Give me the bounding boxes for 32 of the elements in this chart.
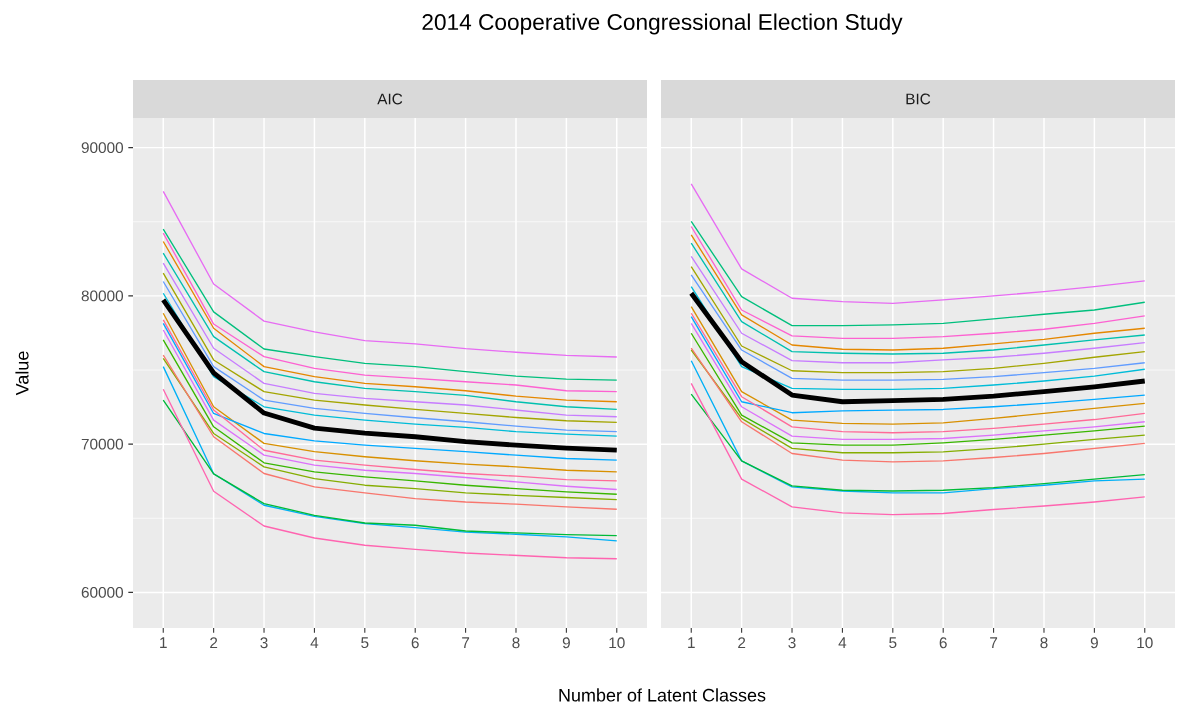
x-tick-label: 10: [1137, 637, 1153, 649]
x-tick-label: 1: [688, 637, 695, 648]
x-tick-label: 7: [462, 637, 470, 648]
x-tick-label: 3: [260, 637, 268, 649]
x-tick-label: 4: [310, 637, 319, 648]
line-series: [162, 399, 618, 537]
line-series: [162, 190, 618, 358]
x-tick-label: 8: [1040, 637, 1048, 649]
chart-subtitle: BIC: [906, 93, 931, 105]
x-tick-label: 8: [512, 637, 520, 649]
x-tick-label: 2: [738, 637, 746, 649]
y-tick-label: 60000: [81, 586, 124, 598]
x-tick-label: 9: [1090, 637, 1098, 649]
x-tick-label: 6: [939, 637, 947, 649]
x-tick-label: 6: [411, 637, 419, 649]
x-tick-label: 5: [361, 637, 369, 649]
chart-subtitle: AIC: [377, 93, 403, 105]
chart-title: 2014 Cooperative Congressional Election Study: [422, 13, 903, 35]
y-tick-label: 90000: [81, 142, 124, 154]
x-axis-title: Number of Latent Classes: [559, 688, 766, 702]
line-series: [162, 365, 618, 542]
x-tick-label: 10: [609, 637, 625, 649]
x-tick-label: 1: [160, 637, 167, 648]
x-tick-label: 3: [788, 637, 796, 649]
y-axis-title: Value: [15, 351, 29, 396]
x-tick-label: 9: [562, 637, 570, 649]
x-tick-label: 5: [889, 637, 897, 649]
y-tick-label: 80000: [81, 290, 124, 302]
x-tick-label: 4: [838, 637, 847, 648]
x-tick-label: 2: [210, 637, 218, 649]
x-tick-label: 7: [990, 637, 998, 648]
y-tick-label: 70000: [81, 438, 124, 450]
